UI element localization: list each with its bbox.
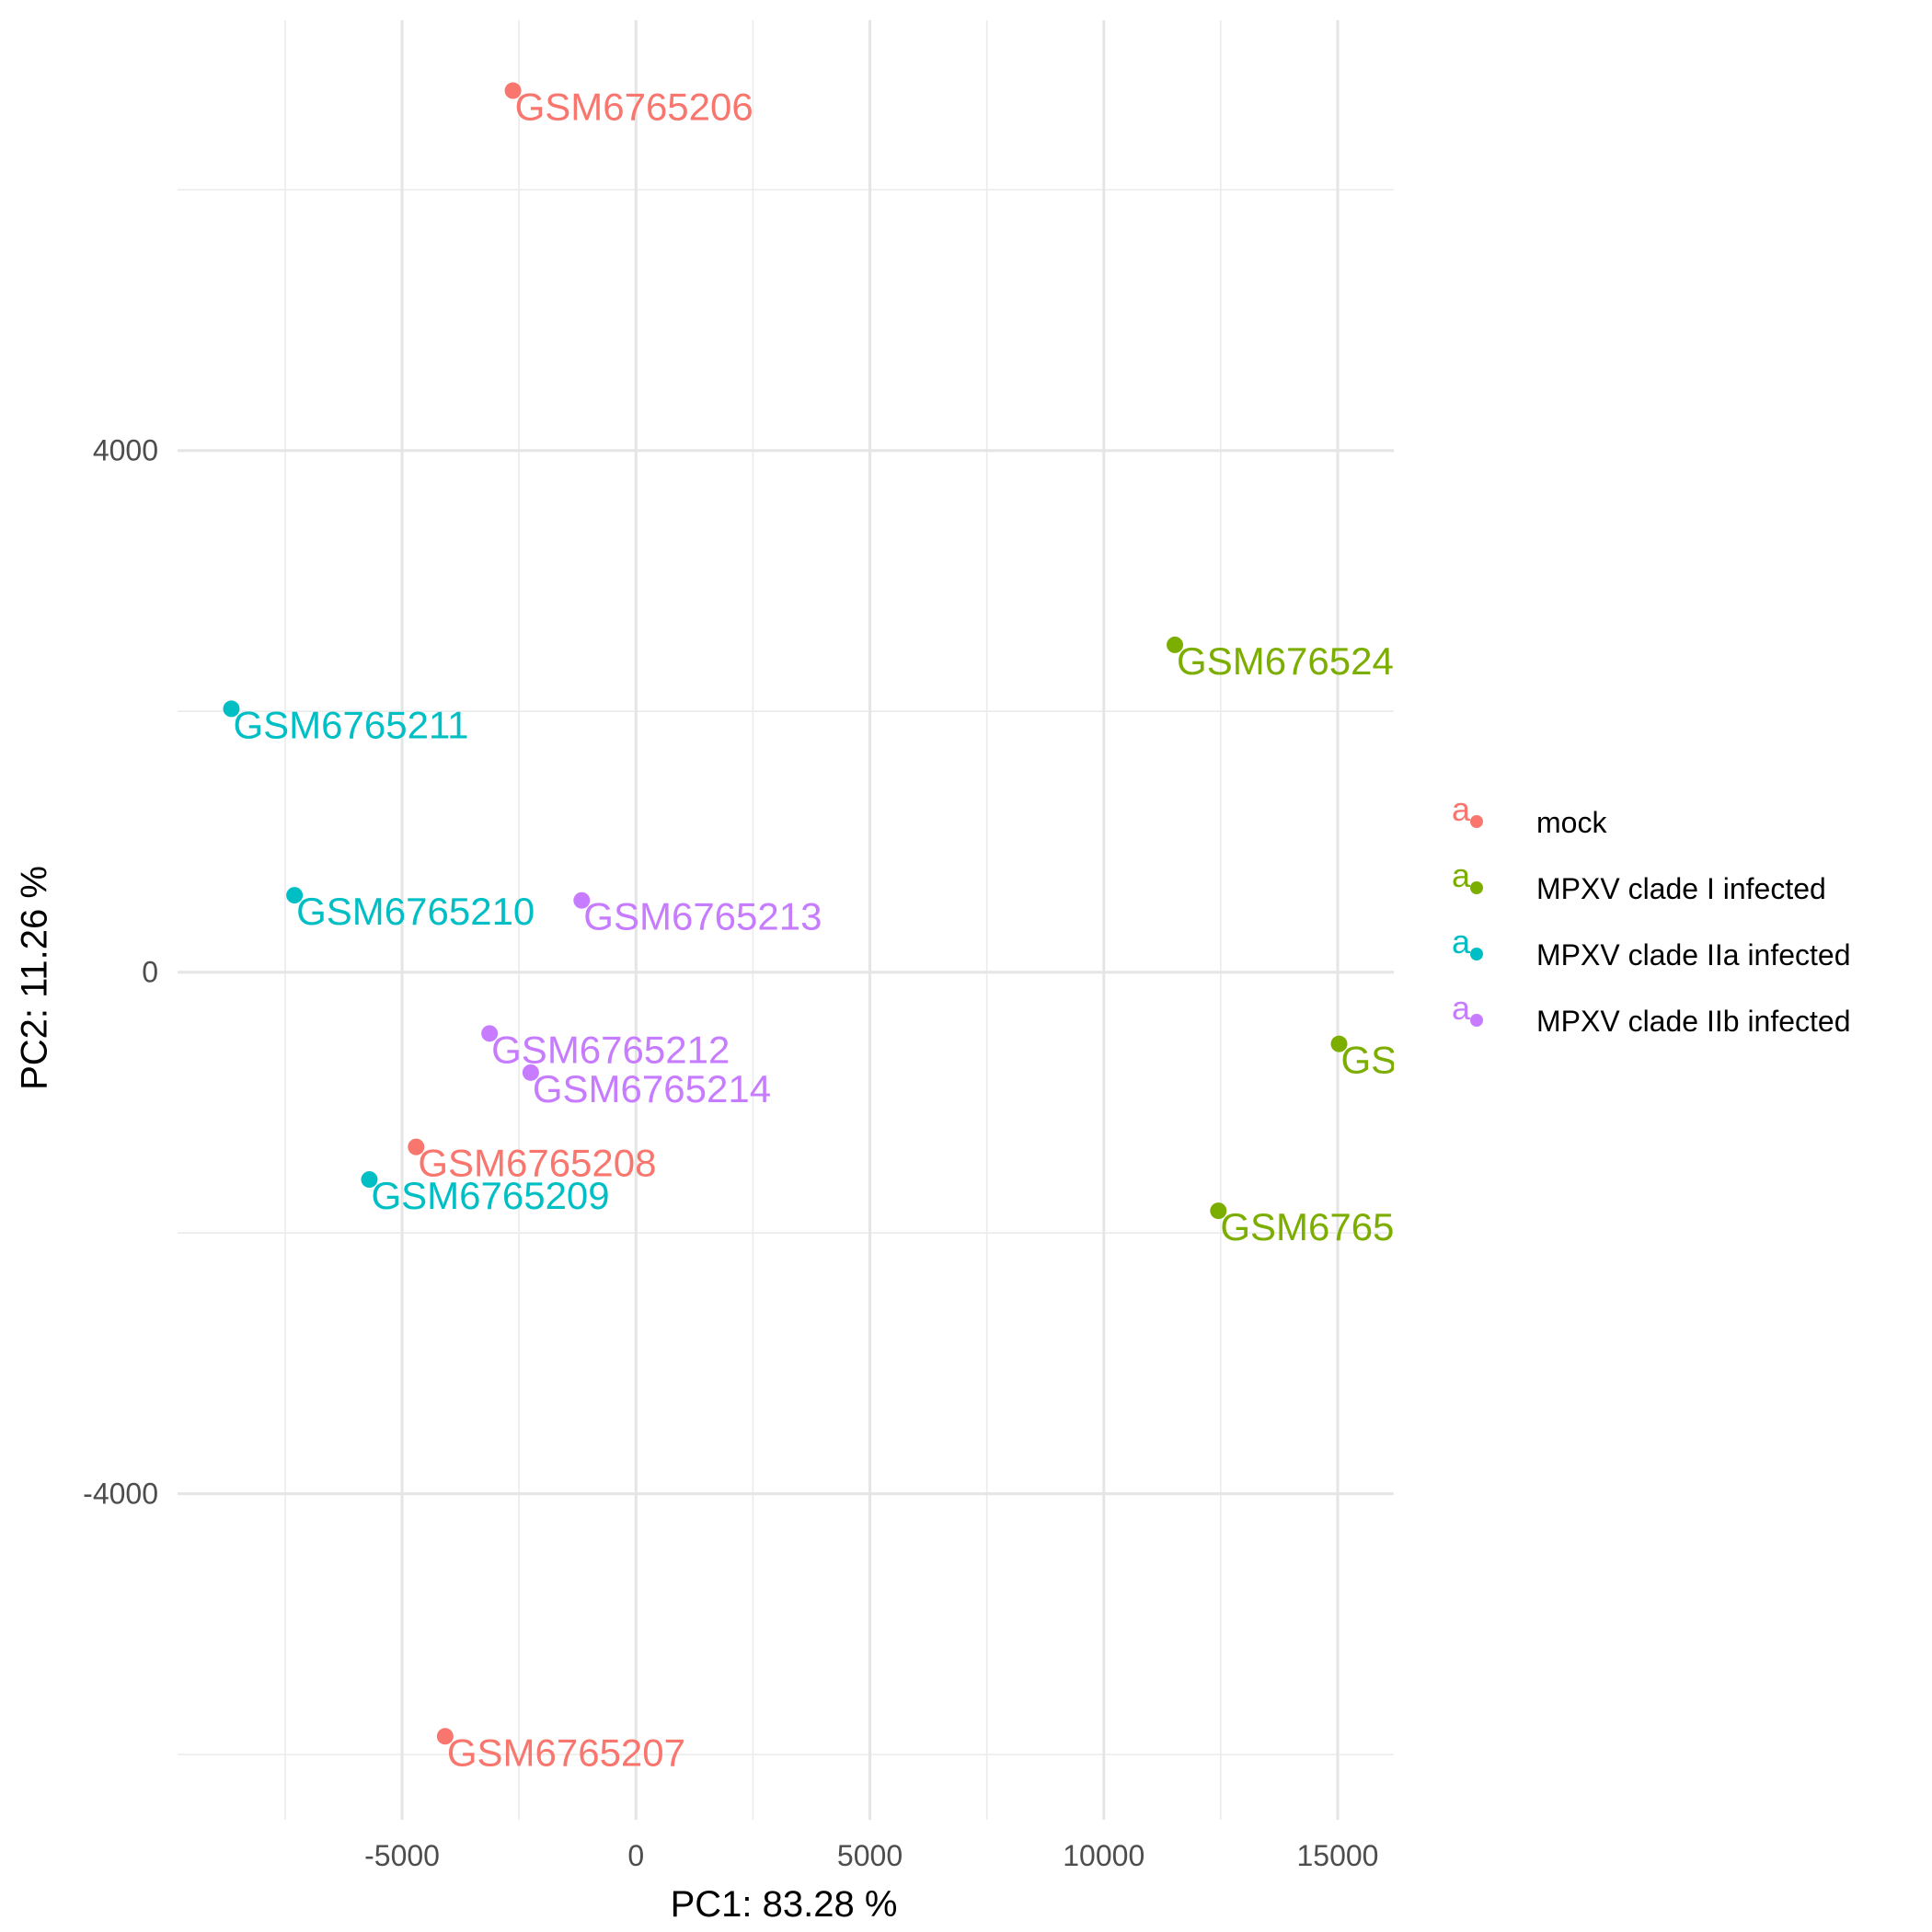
data-point [1330,1035,1348,1052]
minor-gridlines [178,20,1394,1820]
data-point [436,1728,454,1745]
point-label: GSM6765209 [371,1174,609,1217]
legend-dot [1470,1014,1483,1027]
legend-glyph: a [1452,923,1471,960]
x-tick-label: -5000 [364,1839,440,1872]
legend-dot [1470,881,1483,894]
point-label: GSM6765214 [533,1067,771,1110]
point-label: GSM6765208 [418,1142,656,1185]
major-gridlines [178,20,1394,1820]
data-point [1210,1202,1227,1220]
point-label: GSM6765207 [447,1731,685,1774]
point-label: GSM6765213 [583,895,822,938]
point-label: GSM6765206 [515,86,753,129]
x-tick-label: 15000 [1296,1839,1378,1872]
data-point [481,1025,499,1042]
x-tick-label: 10000 [1063,1839,1144,1872]
legend-key: a [1443,990,1483,1045]
legend-dot [1470,815,1483,828]
legend-glyph: a [1452,989,1471,1027]
x-tick-label: 5000 [837,1839,903,1872]
y-tick-label: 4000 [93,434,158,467]
point-labels: GSM6765206 GSM6765207 GSM6765208 GSM676524 G… [233,86,1397,1775]
x-tick-label: 0 [627,1839,644,1872]
legend-label: mock [1536,806,1607,839]
x-axis-tick-labels: -5000 0 5000 10000 15000 [364,1839,1378,1872]
data-point [223,700,240,718]
point-label: GSM6765211 [233,703,468,746]
data-points [223,82,1348,1745]
legend-dot [1470,948,1483,960]
point-label: GSM6765 [1220,1205,1394,1248]
y-axis-tick-labels: -4000 0 4000 [83,434,158,1511]
point-label: GS [1341,1039,1397,1082]
legend-label: MPXV clade IIa infected [1536,938,1851,972]
legend-glyph: a [1452,857,1471,894]
data-point [286,887,304,904]
point-label: GSM6765210 [296,890,535,933]
data-point [522,1064,539,1081]
legend-key: a [1443,924,1483,979]
y-axis-title: PC2: 11.26 % [14,866,55,1090]
data-point [408,1138,425,1156]
point-label: GSM6765212 [491,1028,730,1071]
data-point [361,1171,378,1189]
point-label: GSM676524 [1177,639,1394,683]
y-tick-label: 0 [142,956,158,989]
data-point [504,82,522,99]
data-point [573,891,591,909]
legend-key: a [1443,857,1483,913]
legend-label: MPXV clade IIb infected [1536,1005,1851,1038]
data-point [1167,636,1184,653]
x-axis-title: PC1: 83.28 % [670,1884,898,1925]
legend-label: MPXV clade I infected [1536,872,1826,905]
legend-key: a [1443,791,1483,846]
legend-glyph: a [1452,790,1471,828]
y-tick-label: -4000 [83,1478,158,1511]
